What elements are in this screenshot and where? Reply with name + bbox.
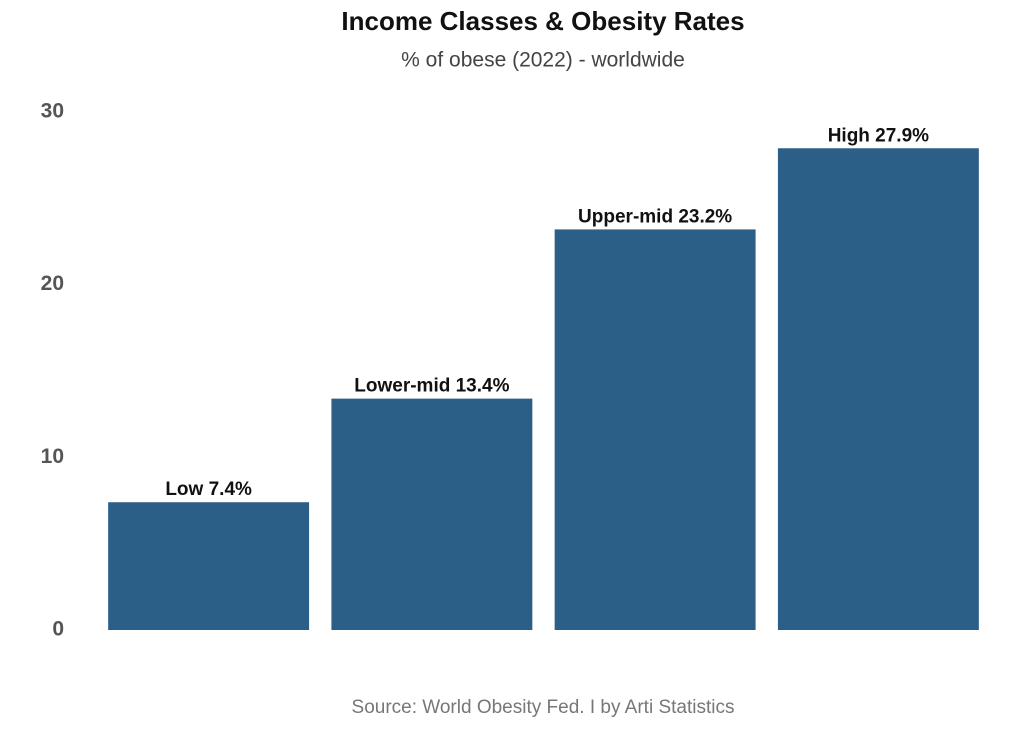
y-tick-label: 20 bbox=[41, 272, 64, 295]
value-label: High 27.9% bbox=[828, 125, 929, 146]
bar bbox=[108, 502, 310, 630]
value-label: Upper-mid 23.2% bbox=[578, 206, 732, 227]
value-label: Lower-mid 13.4% bbox=[354, 376, 509, 397]
y-tick-label: 30 bbox=[41, 100, 64, 123]
bar bbox=[331, 398, 533, 630]
y-tick-label: 10 bbox=[41, 445, 64, 468]
chart-title: Income Classes & Obesity Rates bbox=[341, 6, 744, 36]
bar bbox=[554, 229, 756, 630]
value-label: Low 7.4% bbox=[165, 479, 252, 500]
source-note: Source: World Obesity Fed. I by Arti Sta… bbox=[352, 697, 735, 718]
chart-subtitle: % of obese (2022) - worldwide bbox=[401, 49, 685, 72]
bar bbox=[777, 148, 979, 630]
y-tick-label: 0 bbox=[52, 618, 64, 641]
